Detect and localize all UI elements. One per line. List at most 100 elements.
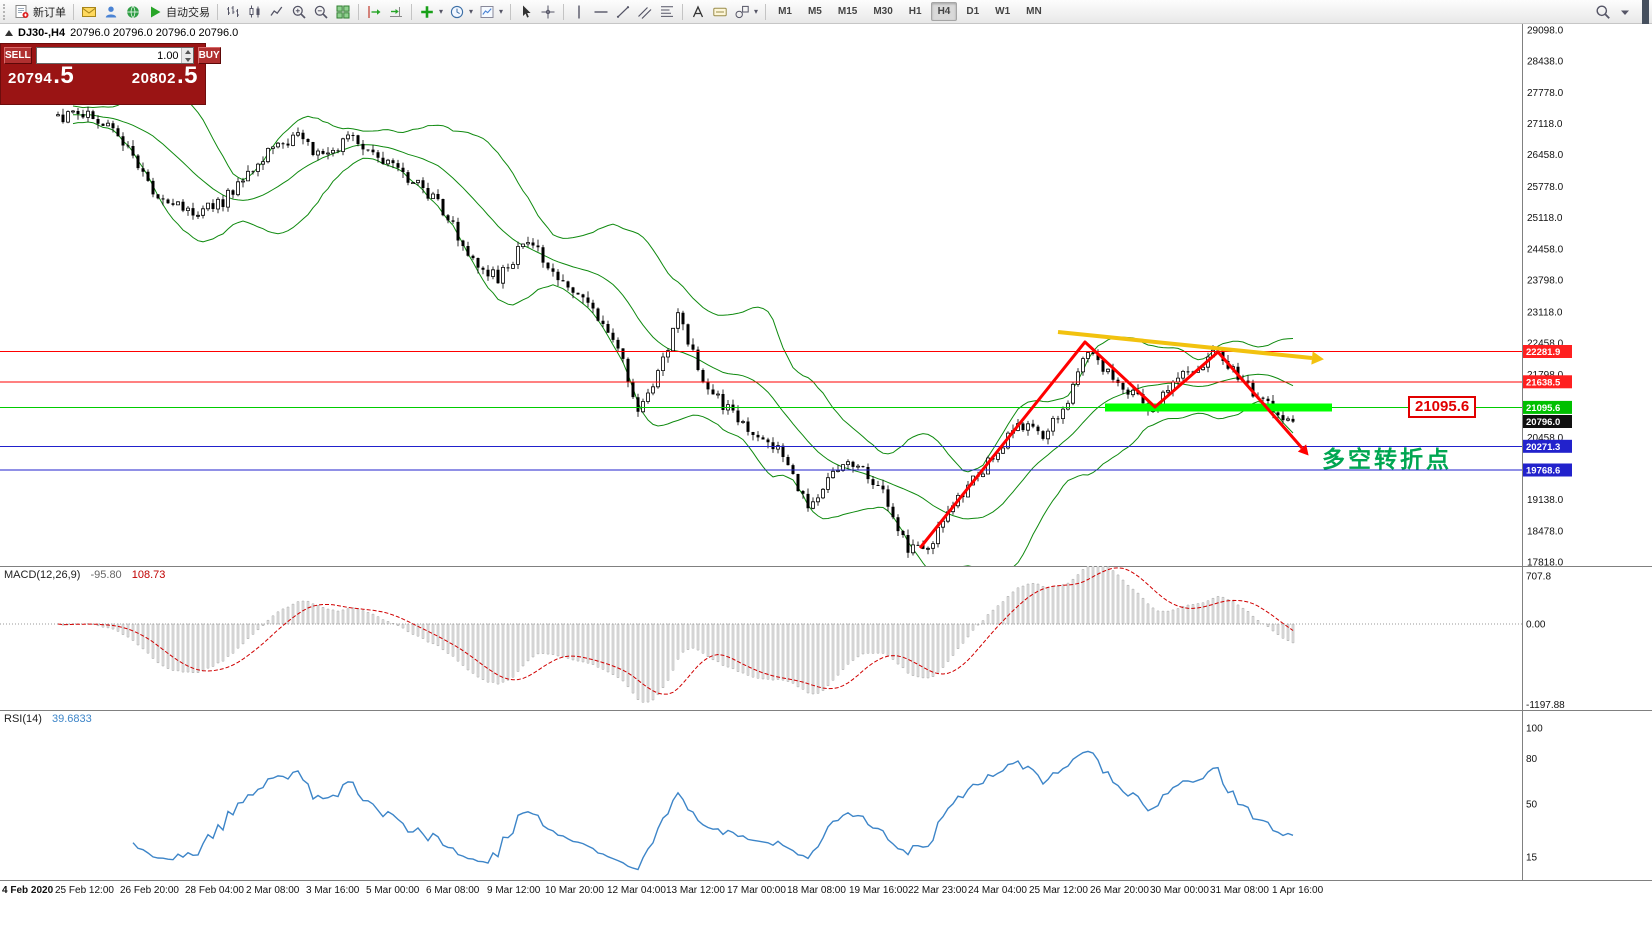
search-button[interactable] [1592,2,1614,22]
price-badge [1523,400,1572,414]
macd-axis-label: 707.8 [1526,571,1551,582]
symbol-ohlc: 20796.0 20796.0 20796.0 20796.0 [70,27,239,39]
market-watch-button[interactable] [78,2,100,22]
chart-shift-button[interactable] [363,2,385,22]
horizontal-line-button[interactable] [590,2,612,22]
arrows-button[interactable]: ▾ [731,2,761,22]
buy-price[interactable]: 20802.5 [132,63,198,87]
timeframe-m15-button[interactable]: M15 [837,6,858,17]
zoom-in-button[interactable] [288,2,310,22]
toolbar-buttons: 新订单 自动交易 ▾ ▾ ▾ ▾ [11,2,770,22]
rsi-axis-label: 80 [1526,754,1538,765]
volume-input[interactable] [36,48,181,63]
timeframe-m1-button[interactable]: M1 [778,6,792,17]
timeframe-d1-button[interactable]: D1 [966,6,980,17]
shift-icon [366,4,382,20]
support-zone [1105,403,1332,412]
fibonacci-button[interactable] [656,2,678,22]
candles[interactable] [56,106,1295,558]
search-icon [1595,4,1611,20]
autotrading-button[interactable]: 自动交易 [144,2,213,22]
toolbar-separator [765,3,767,20]
tile-windows-button[interactable] [332,2,354,22]
rsi-panel-chart[interactable]: 100 80 50 15 [0,710,1652,880]
time-axis[interactable]: 4 Feb 2020 25 Feb 12:00 26 Feb 20:00 28 Feb… [0,880,1652,900]
time-label: 5 Mar 00:00 [366,885,420,896]
turning-point-annotation[interactable]: 多空转折点 [1322,446,1452,472]
sell-price[interactable]: 20794.5 [8,63,74,88]
time-label: 30 Mar 00:00 [1150,885,1209,896]
chart-bars-button[interactable] [222,2,244,22]
crosshair-button[interactable] [537,2,559,22]
cross-icon [540,4,556,20]
timeframe-w1-button[interactable]: W1 [995,6,1011,17]
navigator-button[interactable] [100,2,122,22]
new-order-button[interactable]: 新订单 [11,2,69,22]
timeframe-mn-button[interactable]: MN [1026,6,1042,17]
chart-line-button[interactable] [266,2,288,22]
timeframe-m5-button[interactable]: M5 [807,6,822,17]
periods-button[interactable]: ▾ [446,2,476,22]
sell-price-main: 20794 [8,70,53,88]
price-axis-label: 23798.0 [1527,276,1564,287]
trendline-arrowhead-icon [1311,351,1324,365]
price-badge-text: 22281.9 [1526,347,1560,358]
macd-histogram [61,566,1295,703]
rsi-axis-label: 100 [1526,724,1543,735]
symbol-title: DJ30-,H4 [18,27,66,39]
price-badge [1523,415,1572,428]
macd-axis-label: -1197.88 [1526,700,1565,710]
time-label: 19 Mar 16:00 [849,885,908,896]
chart-symbol-info: DJ30-,H4 20796.0 20796.0 20796.0 20796.0 [5,27,238,39]
macd-main-value: -95.80 [90,569,122,581]
price-axis[interactable]: 29098.0 28438.0 27778.0 27118.0 26458.0 25778… [1522,24,1652,566]
vertical-line-button[interactable] [568,2,590,22]
horizontal-levels[interactable] [0,351,1522,471]
dropdown-caret-icon: ▾ [469,7,474,16]
bollinger-lower [72,121,1294,566]
volume-decrease-button[interactable] [181,55,193,63]
time-label: 13 Mar 12:00 [666,885,725,896]
timeframe-h1-button[interactable]: H1 [908,6,922,17]
trend-line-button[interactable] [612,2,634,22]
price-badge [1523,345,1572,358]
price-level-annotation[interactable]: 21095.6 [1408,396,1477,418]
textA-icon [690,4,706,20]
sell-button[interactable]: SELL [4,47,32,64]
new-order-label: 新订单 [33,6,66,19]
indicators-button[interactable]: ▾ [416,2,446,22]
bollinger-upper [72,82,1294,473]
dropdown-caret-icon: ▾ [499,7,504,16]
tline-icon [615,4,631,20]
cursor-icon [518,4,534,20]
cursor-button[interactable] [515,2,537,22]
macd-panel-chart[interactable]: 707.8 0.00 -1197.88 [0,566,1652,710]
zoom-out-button[interactable] [310,2,332,22]
time-label: 24 Mar 04:00 [968,885,1027,896]
templates-button[interactable]: ▾ [476,2,506,22]
vline-icon [571,4,587,20]
auto-scroll-button[interactable] [385,2,407,22]
price-badge-text: 20796.0 [1526,417,1560,428]
time-label: 10 Mar 20:00 [545,885,604,896]
main-chart[interactable]: 29098.0 28438.0 27778.0 27118.0 26458.0 25778… [0,24,1652,566]
panels-dropdown-button[interactable] [1614,2,1636,22]
text-label-button[interactable] [709,2,731,22]
timeframe-m30-button[interactable]: M30 [873,6,893,17]
hline-icon [593,4,609,20]
user-icon [103,4,119,20]
buy-button[interactable]: BUY [197,47,221,64]
timeframe-h4-button[interactable]: H4 [930,2,958,21]
toolbar-separator [682,3,684,20]
toolbar-grip[interactable] [3,3,8,20]
zigzag-trend [918,340,1304,549]
linechart-icon [269,4,285,20]
chart-candles-button[interactable] [244,2,266,22]
volume-increase-button[interactable] [181,48,193,56]
macd-indicator-label: MACD(12,26,9) -95.80 108.73 [4,569,165,581]
drawn-annotations[interactable] [918,330,1324,549]
volume-stepper [35,47,194,64]
equidistant-channel-button[interactable] [634,2,656,22]
text-button[interactable] [687,2,709,22]
terminal-button[interactable] [122,2,144,22]
